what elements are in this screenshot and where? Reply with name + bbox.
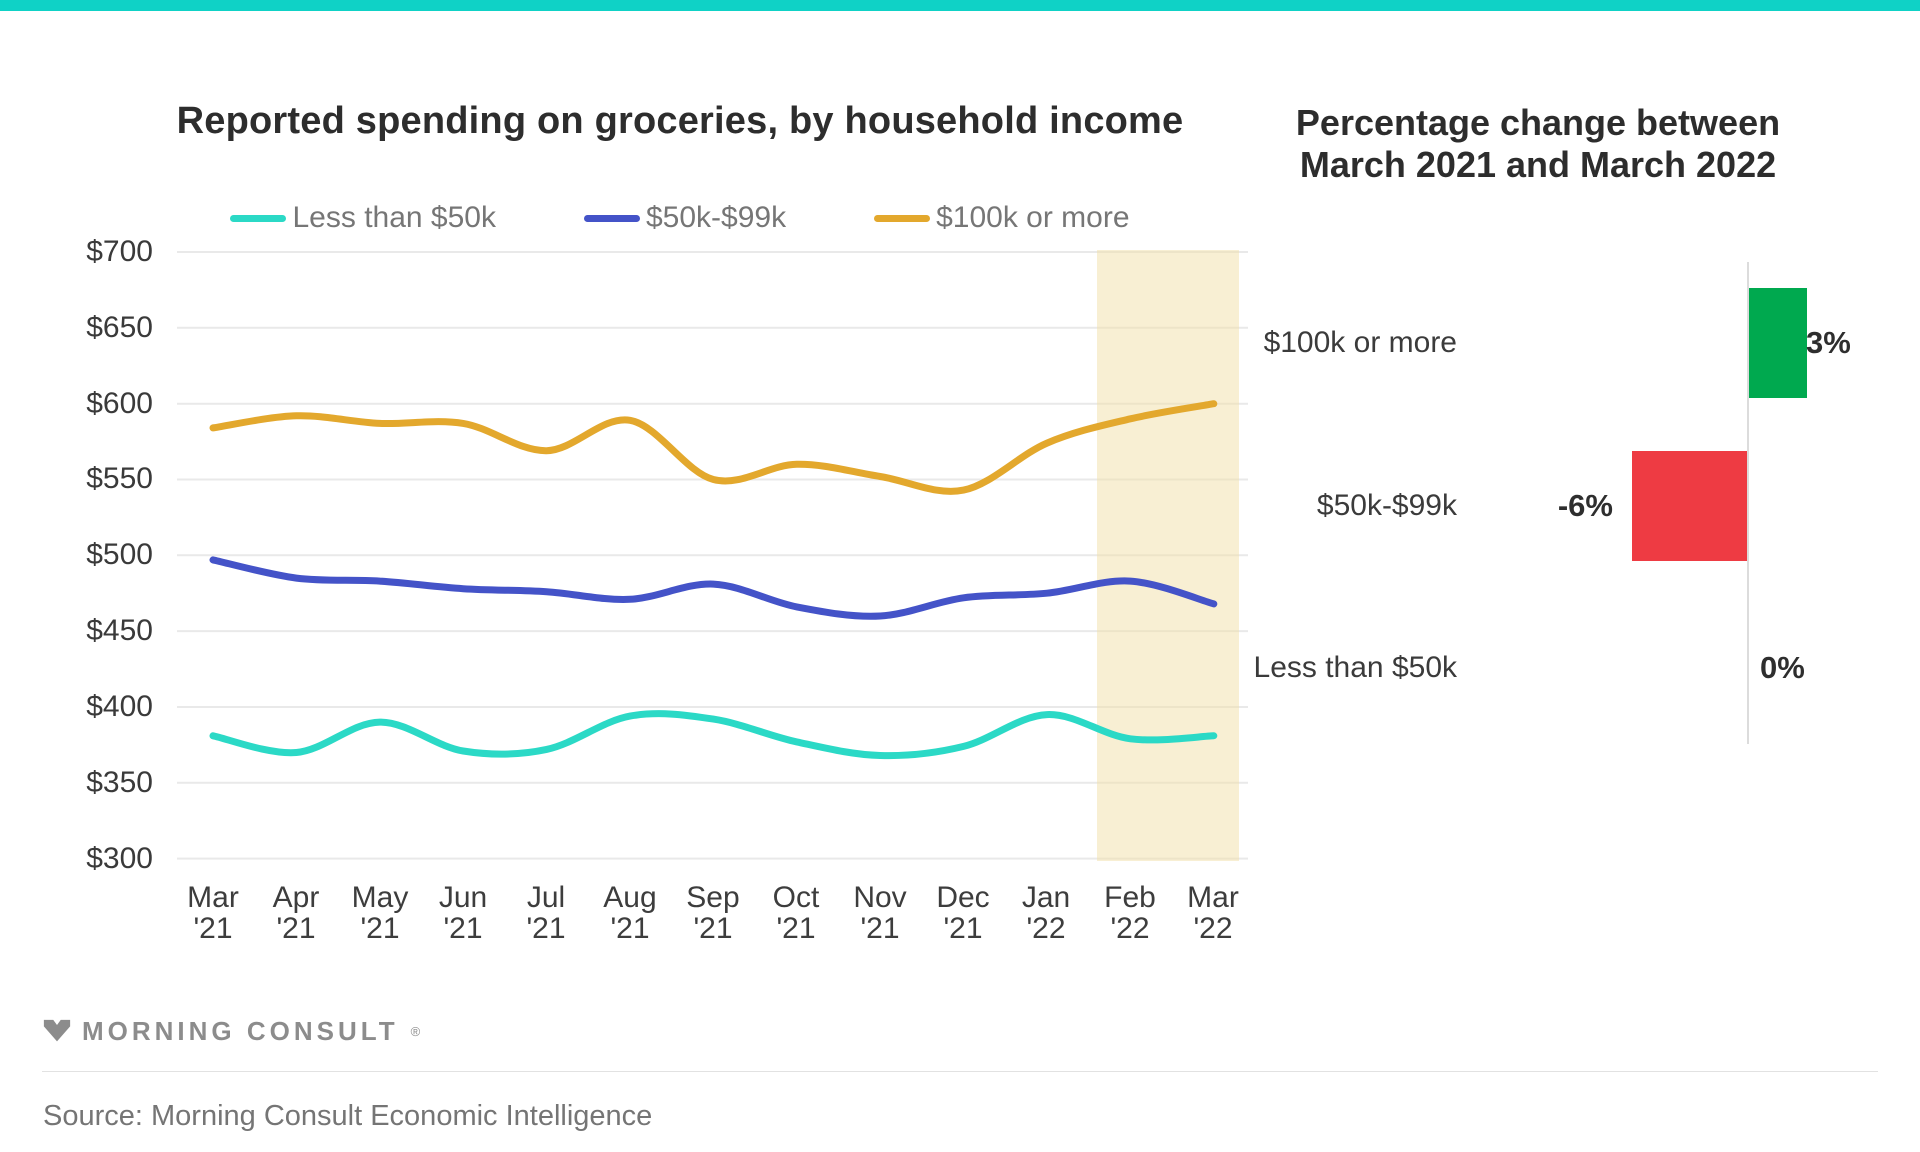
morning-consult-logo: MORNING CONSULT ® — [42, 1016, 420, 1047]
bar-chart-zero-axis — [1747, 262, 1749, 744]
change-value-label: 3% — [1806, 325, 1851, 360]
x-axis-tick: Apr '21 — [251, 882, 341, 944]
x-tick-year: '21 — [943, 912, 983, 945]
x-axis-tick: May '21 — [335, 882, 425, 944]
x-tick-month: Mar — [187, 881, 239, 914]
y-axis-tick: $450 — [86, 614, 153, 647]
x-tick-year: '21 — [526, 912, 566, 945]
y-axis-tick: $550 — [86, 462, 153, 495]
y-axis-tick: $600 — [86, 387, 153, 420]
x-tick-year: '22 — [1193, 912, 1233, 945]
y-axis-tick: $400 — [86, 690, 153, 723]
x-axis-tick: Nov '21 — [835, 882, 925, 944]
x-tick-month: Jan — [1021, 881, 1071, 914]
x-axis-tick: Jun '21 — [418, 882, 508, 944]
x-axis-tick: Oct '21 — [751, 882, 841, 944]
legend-swatch-blue-icon — [583, 214, 640, 222]
legend-swatch-gold-icon — [874, 214, 931, 222]
x-tick-year: '21 — [860, 912, 900, 945]
logo-m-chevron-icon — [43, 1019, 71, 1041]
legend-item-less-than-50k: Less than $50k — [230, 201, 496, 235]
x-tick-year: '21 — [443, 912, 483, 945]
y-axis-tick: $300 — [86, 842, 153, 875]
legend-item-50k-99k: $50k-$99k — [583, 201, 787, 235]
legend-label: Less than $50k — [292, 201, 496, 234]
x-tick-year: '21 — [193, 912, 233, 945]
footer-divider — [42, 1071, 1878, 1072]
x-tick-month: Apr — [272, 881, 320, 914]
series-line — [209, 710, 1218, 760]
change-value-label: 0% — [1760, 650, 1805, 685]
series-line — [209, 556, 1218, 620]
source-text: Source: Morning Consult Economic Intelli… — [43, 1100, 653, 1132]
y-axis-tick: $700 — [86, 235, 153, 268]
legend-label: $50k-$99k — [645, 201, 787, 234]
x-axis-tick: Mar '21 — [168, 882, 258, 944]
category-label-50k-99k: $50k-$99k — [1316, 489, 1457, 522]
legend-item-100k-or-more: $100k or more — [874, 201, 1130, 235]
right-chart-title: Percentage change between March 2021 and… — [1188, 102, 1888, 186]
x-tick-month: May — [351, 881, 409, 914]
change-bar-negative — [1632, 451, 1747, 561]
y-axis-tick: $350 — [86, 766, 153, 799]
x-tick-month: Jul — [526, 881, 566, 914]
right-chart-title-line2: March 2021 and March 2022 — [1299, 144, 1777, 185]
brand-top-bar — [0, 0, 1920, 11]
x-tick-month: Feb — [1104, 881, 1156, 914]
x-tick-year: '22 — [1026, 912, 1066, 945]
x-tick-month: Aug — [603, 881, 657, 914]
x-axis-tick: Feb '22 — [1085, 882, 1175, 944]
right-chart-title-line1: Percentage change between — [1295, 102, 1781, 143]
x-tick-month: Sep — [686, 881, 740, 914]
x-tick-year: '21 — [276, 912, 316, 945]
x-tick-month: Oct — [772, 881, 820, 914]
x-tick-month: Dec — [936, 881, 990, 914]
legend-swatch-teal-icon — [230, 214, 287, 222]
highlight-band — [1097, 250, 1239, 861]
category-label-less-than-50k: Less than $50k — [1253, 651, 1457, 684]
y-axis-tick: $650 — [86, 311, 153, 344]
x-tick-year: '21 — [776, 912, 816, 945]
series-line — [209, 400, 1218, 495]
x-tick-month: Mar — [1187, 881, 1239, 914]
x-tick-month: Nov — [853, 881, 907, 914]
x-tick-year: '21 — [610, 912, 650, 945]
x-axis-tick: Sep '21 — [668, 882, 758, 944]
x-axis-tick: Dec '21 — [918, 882, 1008, 944]
left-chart-title: Reported spending on groceries, by house… — [176, 100, 1184, 142]
x-tick-month: Jun — [438, 881, 488, 914]
x-tick-year: '21 — [693, 912, 733, 945]
y-axis-tick: $500 — [86, 538, 153, 571]
registered-trademark-icon: ® — [410, 1024, 421, 1039]
x-axis-tick: Aug '21 — [585, 882, 675, 944]
x-axis-tick: Jan '22 — [1001, 882, 1091, 944]
chart-legend: Less than $50k $50k-$99k $100k or more — [80, 198, 1280, 238]
logo-text: MORNING CONSULT — [82, 1016, 399, 1046]
change-bar-positive — [1749, 288, 1807, 398]
x-tick-year: '22 — [1110, 912, 1150, 945]
legend-label: $100k or more — [936, 201, 1130, 234]
category-label-100k-or-more: $100k or more — [1263, 326, 1457, 359]
x-tick-year: '21 — [360, 912, 400, 945]
change-value-label: -6% — [1557, 488, 1613, 523]
x-axis-tick: Jul '21 — [501, 882, 591, 944]
x-axis-tick: Mar '22 — [1168, 882, 1258, 944]
